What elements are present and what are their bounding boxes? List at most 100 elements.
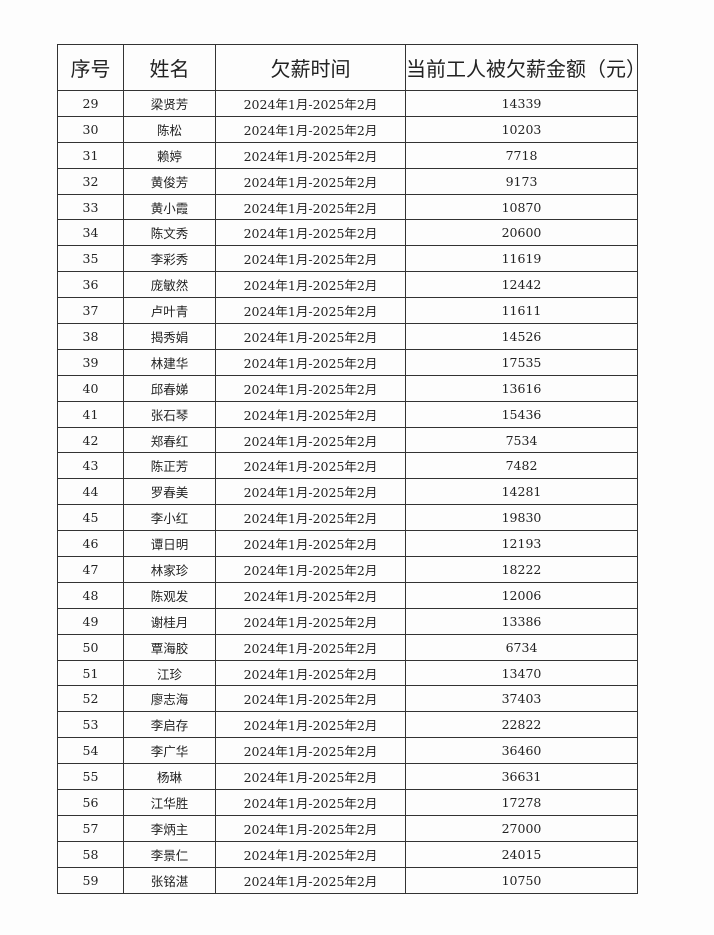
cell-period: 2024年1月-2025年2月: [215, 426, 406, 454]
cell-amount: 10870: [405, 193, 638, 221]
cell-period: 2024年1月-2025年2月: [215, 323, 406, 350]
wage-arrears-table: 序号 姓名 欠薪时间 当前工人被欠薪金额（元） 29 梁贤芳 2024年1月-202…: [57, 44, 646, 894]
table-row: 54 李广华 2024年1月-2025年2月 36460: [57, 737, 638, 765]
table-row: 37 卢叶青 2024年1月-2025年2月 11611: [57, 297, 638, 325]
cell-index: 39: [57, 348, 124, 376]
cell-amount: 17278: [405, 789, 638, 816]
cell-index: 33: [57, 193, 124, 221]
cell-amount: 7534: [405, 426, 638, 454]
cell-period: 2024年1月-2025年2月: [215, 556, 406, 583]
cell-name: 李炳主: [123, 814, 216, 842]
cell-name: 梁贤芳: [123, 90, 216, 117]
table-row: 49 谢桂月 2024年1月-2025年2月 13386: [57, 607, 638, 635]
cell-name: 覃海胶: [123, 633, 216, 661]
cell-amount: 6734: [405, 633, 638, 661]
cell-index: 37: [57, 297, 124, 325]
cell-period: 2024年1月-2025年2月: [215, 400, 406, 428]
cell-period: 2024年1月-2025年2月: [215, 866, 406, 894]
cell-name: 黄小霞: [123, 193, 216, 221]
cell-period: 2024年1月-2025年2月: [215, 271, 406, 299]
cell-name: 郑春红: [123, 426, 216, 454]
table-row: 43 陈正芳 2024年1月-2025年2月 7482: [57, 452, 638, 480]
table-row: 31 赖婷 2024年1月-2025年2月 7718: [57, 141, 638, 169]
cell-index: 55: [57, 763, 124, 791]
table-row: 50 覃海胶 2024年1月-2025年2月 6734: [57, 633, 638, 661]
cell-period: 2024年1月-2025年2月: [215, 814, 406, 842]
cell-amount: 14526: [405, 323, 638, 350]
cell-amount: 10203: [405, 115, 638, 143]
cell-amount: 11619: [405, 245, 638, 273]
cell-period: 2024年1月-2025年2月: [215, 193, 406, 221]
cell-amount: 13470: [405, 659, 638, 687]
cell-index: 53: [57, 711, 124, 739]
header-index: 序号: [57, 44, 124, 91]
cell-amount: 18222: [405, 556, 638, 583]
cell-name: 邱春娣: [123, 374, 216, 402]
header-name: 姓名: [123, 44, 216, 91]
table-row: 32 黄俊芳 2024年1月-2025年2月 9173: [57, 167, 638, 195]
table-row: 55 杨琳 2024年1月-2025年2月 36631: [57, 763, 638, 791]
cell-index: 29: [57, 90, 124, 117]
cell-period: 2024年1月-2025年2月: [215, 219, 406, 247]
cell-name: 林家珍: [123, 556, 216, 583]
table-row: 48 陈观发 2024年1月-2025年2月 12006: [57, 581, 638, 609]
cell-name: 李彩秀: [123, 245, 216, 273]
cell-name: 庞敏然: [123, 271, 216, 299]
cell-index: 50: [57, 633, 124, 661]
table-row: 30 陈松 2024年1月-2025年2月 10203: [57, 115, 638, 143]
cell-amount: 15436: [405, 400, 638, 428]
cell-index: 46: [57, 530, 124, 558]
table-row: 44 罗春美 2024年1月-2025年2月 14281: [57, 478, 638, 506]
table-row: 53 李启存 2024年1月-2025年2月 22822: [57, 711, 638, 739]
cell-period: 2024年1月-2025年2月: [215, 659, 406, 687]
cell-name: 陈松: [123, 115, 216, 143]
cell-name: 李景仁: [123, 840, 216, 868]
cell-period: 2024年1月-2025年2月: [215, 374, 406, 402]
cell-amount: 36631: [405, 763, 638, 791]
cell-index: 40: [57, 374, 124, 402]
cell-name: 杨琳: [123, 763, 216, 791]
cell-amount: 12193: [405, 530, 638, 558]
cell-period: 2024年1月-2025年2月: [215, 763, 406, 791]
header-row: 序号 姓名 欠薪时间 当前工人被欠薪金额（元）: [57, 44, 646, 91]
cell-period: 2024年1月-2025年2月: [215, 789, 406, 816]
cell-index: 41: [57, 400, 124, 428]
cell-amount: 12006: [405, 581, 638, 609]
cell-name: 张石琴: [123, 400, 216, 428]
cell-amount: 11611: [405, 297, 638, 325]
cell-amount: 9173: [405, 167, 638, 195]
table-row: 36 庞敏然 2024年1月-2025年2月 12442: [57, 271, 638, 299]
table-row: 35 李彩秀 2024年1月-2025年2月 11619: [57, 245, 638, 273]
cell-index: 32: [57, 167, 124, 195]
cell-name: 谢桂月: [123, 607, 216, 635]
cell-name: 卢叶青: [123, 297, 216, 325]
table-row: 47 林家珍 2024年1月-2025年2月 18222: [57, 556, 638, 583]
cell-amount: 20600: [405, 219, 638, 247]
table-row: 58 李景仁 2024年1月-2025年2月 24015: [57, 840, 638, 868]
cell-index: 48: [57, 581, 124, 609]
table-row: 51 江珍 2024年1月-2025年2月 13470: [57, 659, 638, 687]
cell-amount: 19830: [405, 504, 638, 532]
cell-name: 罗春美: [123, 478, 216, 506]
cell-period: 2024年1月-2025年2月: [215, 685, 406, 713]
cell-period: 2024年1月-2025年2月: [215, 840, 406, 868]
cell-name: 黄俊芳: [123, 167, 216, 195]
cell-period: 2024年1月-2025年2月: [215, 581, 406, 609]
cell-index: 49: [57, 607, 124, 635]
cell-amount: 13616: [405, 374, 638, 402]
table-row: 38 揭秀娟 2024年1月-2025年2月 14526: [57, 323, 638, 350]
table-row: 52 廖志海 2024年1月-2025年2月 37403: [57, 685, 638, 713]
table-row: 46 谭日明 2024年1月-2025年2月 12193: [57, 530, 638, 558]
cell-index: 36: [57, 271, 124, 299]
cell-amount: 22822: [405, 711, 638, 739]
cell-name: 李启存: [123, 711, 216, 739]
cell-period: 2024年1月-2025年2月: [215, 348, 406, 376]
cell-index: 56: [57, 789, 124, 816]
table-row: 59 张铭湛 2024年1月-2025年2月 10750: [57, 866, 638, 894]
cell-name: 谭日明: [123, 530, 216, 558]
cell-index: 43: [57, 452, 124, 480]
cell-period: 2024年1月-2025年2月: [215, 504, 406, 532]
cell-amount: 37403: [405, 685, 638, 713]
cell-index: 47: [57, 556, 124, 583]
cell-period: 2024年1月-2025年2月: [215, 90, 406, 117]
